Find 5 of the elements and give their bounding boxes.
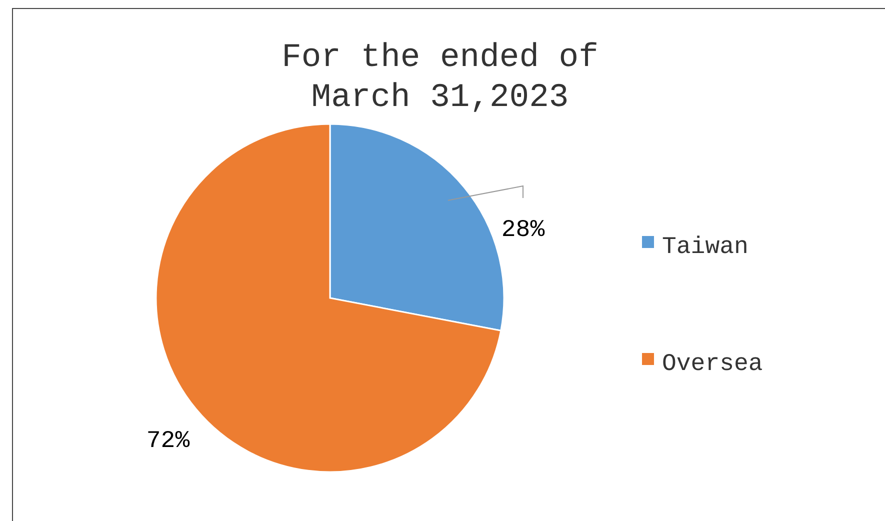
data-label: 28% <box>501 217 546 244</box>
chart-title: For the ended of March 31,2023 <box>282 39 598 116</box>
legend-label: Taiwan <box>662 234 748 261</box>
data-label: 72% <box>146 428 190 455</box>
legend-label: Oversea <box>662 351 763 378</box>
